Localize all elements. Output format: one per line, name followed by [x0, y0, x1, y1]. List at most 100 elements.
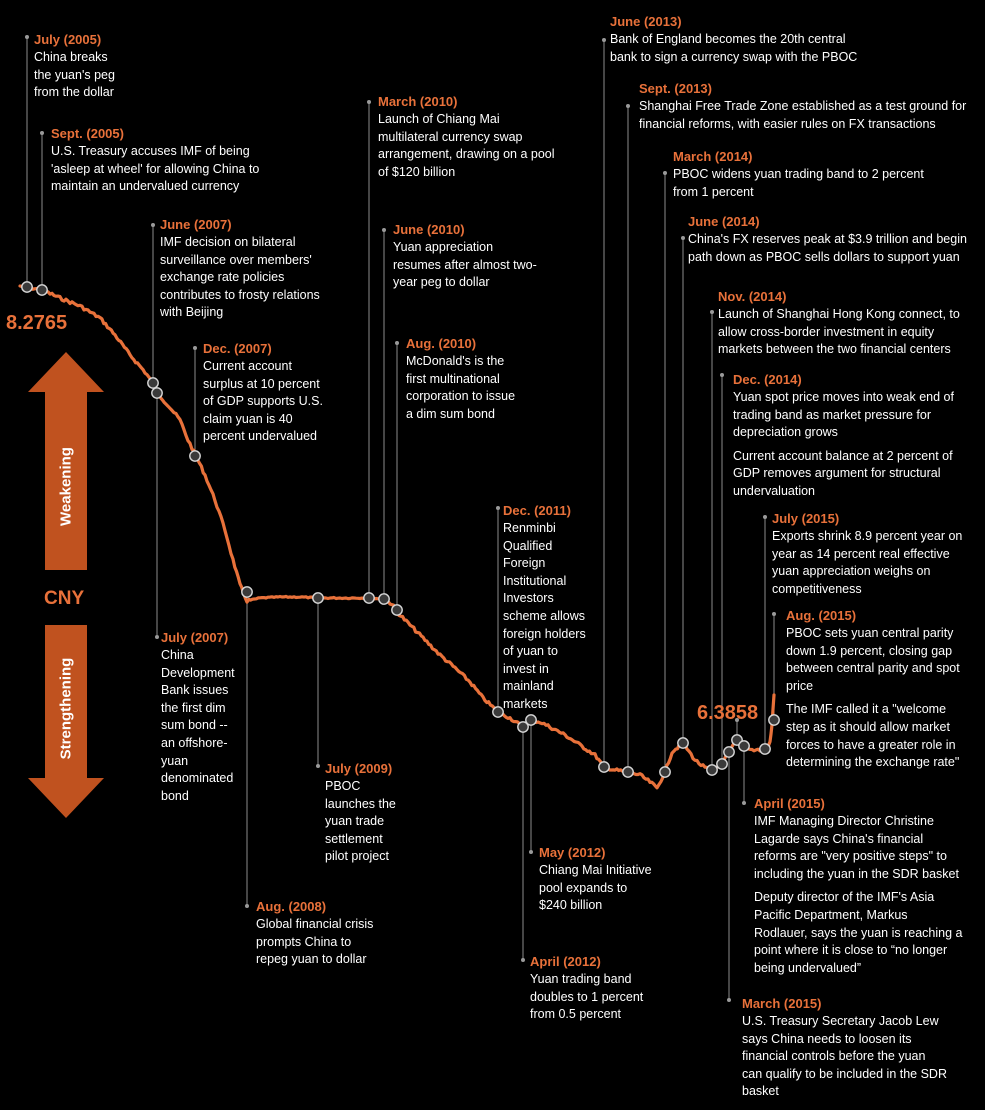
event-apr-2015: April (2015) IMF Managing Director Christ… — [754, 795, 962, 977]
event-mar-2014: March (2014) PBOC widens yuan trading ban… — [673, 148, 924, 201]
event-sep-2005: Sept. (2005) U.S. Treasury accuses IMF of… — [51, 125, 259, 196]
event-text: U.S. Treasury Secretary Jacob Lew says C… — [742, 1014, 947, 1099]
event-date: April (2015) — [754, 796, 825, 811]
event-text: Launch of Shanghai Hong Kong connect, to… — [718, 307, 960, 357]
event-date: Dec. (2007) — [203, 341, 272, 356]
event-date: June (2013) — [610, 14, 682, 29]
currency-label: CNY — [44, 588, 85, 609]
event-dec-2011: Dec. (2011) Renminbi Qualified Foreign In… — [503, 502, 586, 714]
leader-end-dot — [245, 904, 249, 908]
event-text: PBOC widens yuan trading band to 2 perce… — [673, 167, 924, 199]
event-text: Renminbi Qualified Foreign Institutional… — [503, 521, 586, 711]
event-text: Chiang Mai Initiative pool expands to $2… — [539, 863, 652, 913]
event-date: Nov. (2014) — [718, 289, 787, 304]
event-text: IMF decision on bilateral surveillance o… — [160, 235, 320, 320]
event-jun-2010: June (2010) Yuan appreciation resumes aft… — [393, 221, 537, 292]
event-jun-2014: June (2014) China's FX reserves peak at $… — [688, 213, 967, 266]
leader-end-dot — [521, 958, 525, 962]
leader-end-dot — [529, 850, 533, 854]
leader-end-dot — [382, 228, 386, 232]
leader-end-dot — [663, 171, 667, 175]
leader-end-dot — [763, 515, 767, 519]
event-marker — [241, 586, 253, 598]
leader-end-dot — [602, 38, 606, 42]
event-marker — [363, 592, 375, 604]
leader-end-dot — [496, 506, 500, 510]
event-date: March (2014) — [673, 149, 753, 164]
event-date: Dec. (2014) — [733, 372, 802, 387]
leader-end-dot — [193, 346, 197, 350]
event-date: Sept. (2005) — [51, 126, 124, 141]
event-text: Current account surplus at 10 percent of… — [203, 359, 323, 444]
event-marker — [738, 740, 750, 752]
leader-end-dot — [742, 801, 746, 805]
leader-end-dot — [681, 236, 685, 240]
event-date: June (2014) — [688, 214, 760, 229]
event-dec-2007: Dec. (2007) Current account surplus at 10… — [203, 340, 323, 446]
event-marker — [189, 450, 201, 462]
event-date: July (2005) — [34, 32, 102, 47]
event-marker — [517, 721, 529, 733]
event-jul-2007: July (2007) China Development Bank issues… — [161, 629, 235, 805]
event-marker — [391, 604, 403, 616]
event-date: May (2012) — [539, 845, 606, 860]
event-text: IMF Managing Director Christine Lagarde … — [754, 814, 959, 881]
event-jun-2007: June (2007) IMF decision on bilateral sur… — [160, 216, 320, 322]
event-date: Aug. (2008) — [256, 899, 327, 914]
start-value-label: 8.2765 — [6, 312, 68, 334]
event-marker — [151, 387, 163, 399]
event-marker — [147, 377, 159, 389]
event-date: Aug. (2015) — [786, 608, 857, 623]
event-marker — [36, 284, 48, 296]
event-marker — [759, 743, 771, 755]
event-marker — [378, 593, 390, 605]
event-text: McDonald's is the first multinational co… — [406, 354, 516, 421]
event-marker — [706, 764, 718, 776]
event-apr-2012: April (2012) Yuan trading band doubles to… — [530, 953, 643, 1024]
event-mar-2010: March (2010) Launch of Chiang Mai multila… — [378, 93, 555, 181]
strengthening-label: Strengthening — [57, 657, 75, 760]
event-text: PBOC launches the yuan trade settlement … — [325, 779, 396, 864]
event-text: China Development Bank issues the first … — [161, 648, 235, 803]
event-date: June (2010) — [393, 222, 465, 237]
event-marker — [768, 714, 780, 726]
event-marker — [677, 737, 689, 749]
event-text: Exports shrink 8.9 percent year on year … — [772, 529, 963, 596]
event-date: Sept. (2013) — [639, 81, 712, 96]
event-text: Global financial crisis prompts China to… — [256, 917, 374, 967]
event-date: July (2015) — [772, 511, 840, 526]
end-value-label: 6.3858 — [697, 702, 759, 724]
event-nov-2014: Nov. (2014) Launch of Shanghai Hong Kong … — [718, 288, 960, 359]
event-jul-2005: July (2005) China breaks the yuan's peg f… — [34, 31, 115, 102]
event-date: March (2010) — [378, 94, 458, 109]
event-aug-2010: Aug. (2010) McDonald's is the first multi… — [406, 335, 515, 423]
event-text-secondary: The IMF called it a "welcome step as it … — [786, 702, 960, 770]
event-text: Yuan spot price moves into weak end of t… — [733, 390, 954, 440]
leader-end-dot — [395, 341, 399, 345]
event-date: Aug. (2010) — [406, 336, 477, 351]
event-marker — [598, 761, 610, 773]
event-marker — [723, 746, 735, 758]
event-jul-2009: July (2009) PBOC launches the yuan trade … — [325, 760, 396, 866]
event-text: PBOC sets yuan central parity down 1.9 p… — [786, 626, 960, 693]
event-date: July (2009) — [325, 761, 393, 776]
leader-end-dot — [40, 131, 44, 135]
strengthening-arrow-icon — [28, 625, 104, 818]
weakening-arrow-icon — [28, 352, 104, 570]
event-text: Yuan trading band doubles to 1 percent f… — [530, 972, 644, 1022]
event-text: China breaks the yuan's peg from the dol… — [34, 50, 115, 100]
event-markers — [21, 281, 780, 778]
leader-end-dot — [155, 635, 159, 639]
event-aug-2015: Aug. (2015) PBOC sets yuan central parity… — [786, 607, 960, 772]
event-may-2012: May (2012) Chiang Mai Initiative pool exp… — [539, 844, 652, 915]
event-text: Bank of England becomes the 20th central… — [610, 32, 858, 64]
leader-end-dot — [25, 35, 29, 39]
leader-end-dot — [316, 764, 320, 768]
event-text: Shanghai Free Trade Zone established as … — [639, 99, 967, 131]
event-date: April (2012) — [530, 954, 601, 969]
leader-end-dot — [710, 310, 714, 314]
weakening-label: Weakening — [57, 447, 75, 526]
event-dec-2014: Dec. (2014) Yuan spot price moves into we… — [733, 371, 954, 501]
event-text: Launch of Chiang Mai multilateral curren… — [378, 112, 555, 179]
